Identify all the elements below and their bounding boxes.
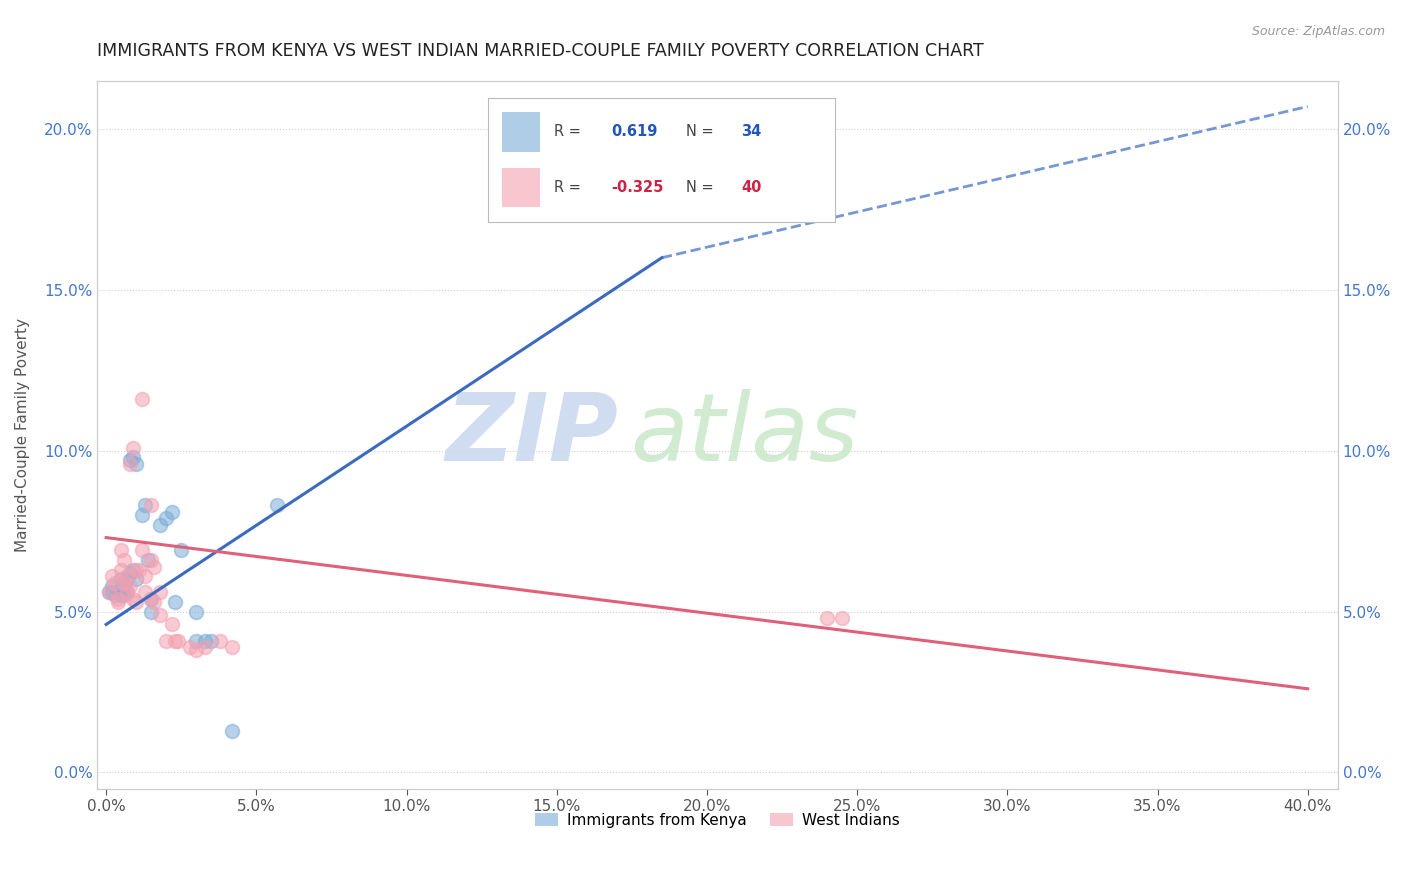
Point	[266, 499, 288, 513]
Point	[143, 559, 166, 574]
Text: ZIP: ZIP	[446, 389, 619, 481]
Point	[128, 563, 150, 577]
Point	[141, 553, 163, 567]
Point	[104, 589, 127, 603]
Point	[120, 566, 142, 580]
Point	[134, 569, 156, 583]
Point	[112, 575, 135, 590]
Point	[122, 563, 145, 577]
Point	[186, 643, 208, 657]
Point	[101, 569, 124, 583]
Point	[134, 585, 156, 599]
Point	[98, 585, 121, 599]
Point	[110, 543, 132, 558]
Point	[186, 633, 208, 648]
Point	[179, 640, 201, 654]
Point	[104, 575, 127, 590]
Point	[155, 511, 177, 525]
Point	[167, 633, 190, 648]
Point	[107, 591, 129, 606]
Y-axis label: Married-Couple Family Poverty: Married-Couple Family Poverty	[15, 318, 30, 551]
Point	[141, 605, 163, 619]
Point	[125, 573, 148, 587]
Point	[122, 450, 145, 465]
Point	[170, 543, 193, 558]
Text: IMMIGRANTS FROM KENYA VS WEST INDIAN MARRIED-COUPLE FAMILY POVERTY CORRELATION C: IMMIGRANTS FROM KENYA VS WEST INDIAN MAR…	[97, 42, 984, 60]
Point	[101, 585, 124, 599]
Point	[136, 553, 159, 567]
Point	[143, 595, 166, 609]
Point	[98, 585, 121, 599]
Point	[125, 457, 148, 471]
Point	[115, 569, 138, 583]
Point	[122, 441, 145, 455]
Point	[131, 508, 153, 522]
Point	[110, 589, 132, 603]
Point	[221, 723, 243, 738]
Point	[149, 517, 172, 532]
Point	[112, 579, 135, 593]
Point	[131, 543, 153, 558]
Point	[831, 611, 853, 625]
Point	[120, 457, 142, 471]
Point	[120, 579, 142, 593]
Point	[125, 595, 148, 609]
Point	[110, 563, 132, 577]
Point	[194, 633, 217, 648]
Point	[149, 607, 172, 622]
Point	[200, 633, 222, 648]
Point	[134, 499, 156, 513]
Text: atlas: atlas	[631, 389, 859, 480]
Point	[194, 640, 217, 654]
Legend: Immigrants from Kenya, West Indians: Immigrants from Kenya, West Indians	[529, 806, 905, 834]
Point	[101, 579, 124, 593]
Point	[149, 585, 172, 599]
Point	[221, 640, 243, 654]
Point	[112, 589, 135, 603]
Point	[141, 591, 163, 606]
Point	[141, 499, 163, 513]
Point	[115, 585, 138, 599]
Point	[165, 633, 187, 648]
Point	[160, 617, 183, 632]
Point	[131, 392, 153, 407]
Point	[186, 605, 208, 619]
Point	[141, 591, 163, 606]
Text: Source: ZipAtlas.com: Source: ZipAtlas.com	[1251, 25, 1385, 38]
Point	[165, 595, 187, 609]
Point	[110, 573, 132, 587]
Point	[122, 591, 145, 606]
Point	[125, 563, 148, 577]
Point	[651, 131, 673, 145]
Point	[107, 595, 129, 609]
Point	[155, 633, 177, 648]
Point	[115, 573, 138, 587]
Point	[815, 611, 838, 625]
Point	[209, 633, 232, 648]
Point	[107, 585, 129, 599]
Point	[115, 585, 138, 599]
Point	[112, 553, 135, 567]
Point	[120, 453, 142, 467]
Point	[160, 505, 183, 519]
